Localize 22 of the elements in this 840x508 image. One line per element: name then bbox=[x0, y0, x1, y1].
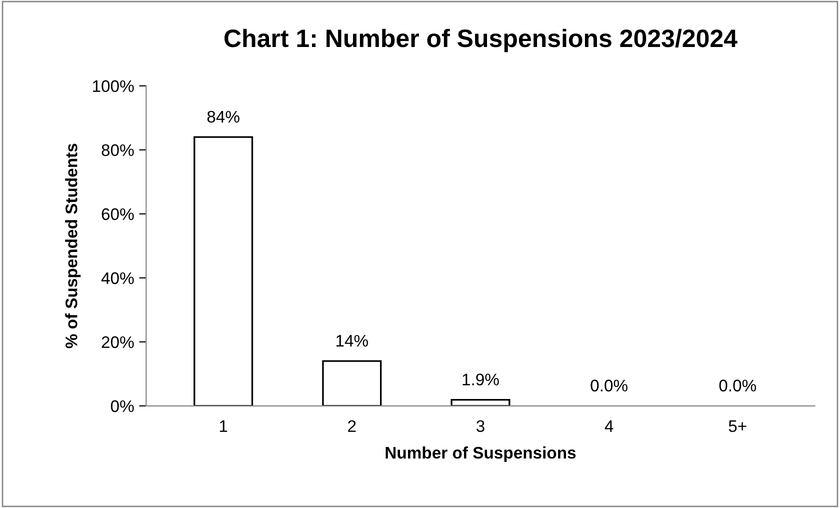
x-tick-label: 5+ bbox=[728, 420, 746, 432]
x-axis-title: Number of Suspensions bbox=[386, 446, 576, 462]
y-tick-label: 60% bbox=[102, 208, 134, 220]
x-tick-label: 1 bbox=[220, 420, 228, 432]
y-tick-label: 80% bbox=[102, 144, 134, 156]
chart-title: Chart 1: Number of Suspensions 2023/2024 bbox=[224, 28, 738, 52]
data-label: 14% bbox=[336, 334, 368, 347]
data-label: 1.9% bbox=[462, 374, 499, 386]
y-tick-label: 100% bbox=[93, 80, 134, 92]
bar bbox=[322, 360, 382, 406]
y-tick-label: 40% bbox=[101, 272, 134, 284]
data-label: 0.0% bbox=[719, 380, 756, 392]
data-label: 84% bbox=[207, 110, 240, 123]
x-tick-label: 2 bbox=[348, 420, 356, 432]
y-tick-label: 0% bbox=[110, 400, 134, 412]
x-tick-label: 4 bbox=[604, 420, 614, 432]
x-tick-label: 3 bbox=[476, 420, 484, 432]
y-axis-title: % of Suspended Students bbox=[65, 144, 81, 348]
y-tick-label: 20% bbox=[102, 336, 134, 348]
bar bbox=[450, 398, 510, 406]
data-label: 0.0% bbox=[590, 380, 628, 392]
bar bbox=[194, 136, 254, 406]
